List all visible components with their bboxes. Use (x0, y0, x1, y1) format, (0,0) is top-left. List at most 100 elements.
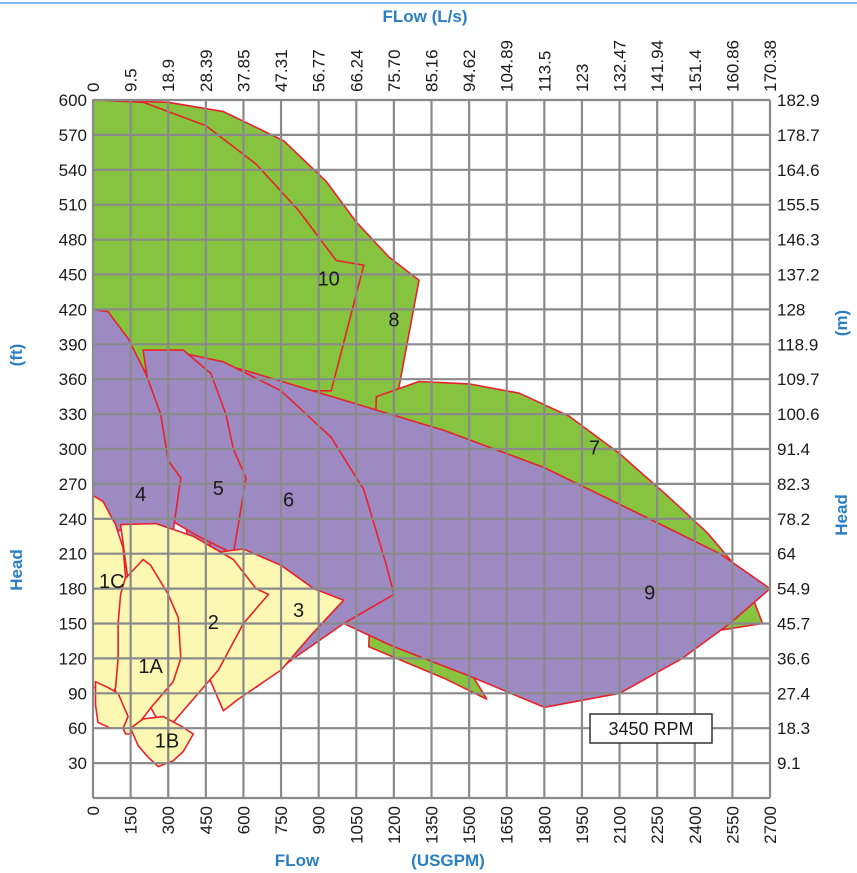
top-tick-label: 9.5 (122, 68, 141, 92)
left-tick-label: 540 (59, 161, 87, 180)
top-tick-label: 94.62 (460, 49, 479, 92)
bottom-axis-unit: (USGPM) (411, 851, 485, 870)
top-tick-label: 113.5 (535, 51, 554, 92)
left-tick-label: 210 (59, 545, 87, 564)
rpm-annotation: 3450 RPM (589, 713, 713, 744)
bottom-tick-label: 900 (310, 806, 329, 834)
left-tick-label: 390 (59, 335, 87, 354)
top-tick-label: 151.4 (686, 49, 705, 92)
left-tick-label: 180 (59, 580, 87, 599)
right-tick-label: 78.2 (777, 510, 810, 529)
zone-label-2: 2 (208, 612, 219, 634)
left-axis-title: Head (7, 549, 26, 591)
bottom-tick-label: 2100 (611, 806, 630, 844)
left-tick-label: 270 (59, 475, 87, 494)
bottom-tick-label: 150 (122, 806, 141, 834)
right-tick-label: 91.4 (777, 440, 810, 459)
bottom-tick-label: 1050 (347, 806, 366, 844)
top-tick-label: 37.85 (234, 49, 253, 92)
zone-label-3: 3 (293, 600, 304, 622)
bottom-tick-label: 1800 (535, 806, 554, 844)
left-tick-label: 90 (68, 684, 87, 703)
top-tick-label: 0 (84, 83, 103, 92)
top-tick-label: 123 (573, 64, 592, 92)
left-tick-label: 360 (59, 370, 87, 389)
grid-layer (91, 98, 772, 800)
bottom-tick-label: 2550 (723, 806, 742, 844)
bottom-tick-label: 1650 (498, 806, 517, 844)
top-tick-label: 47.31 (272, 49, 291, 92)
right-tick-label: 9.1 (777, 754, 801, 773)
bottom-tick-label: 1950 (573, 806, 592, 844)
bottom-axis-title: FLow (275, 851, 320, 870)
right-tick-label: 100.6 (777, 405, 820, 424)
left-tick-label: 450 (59, 266, 87, 285)
left-tick-label: 480 (59, 231, 87, 250)
left-tick-label: 150 (59, 615, 87, 634)
zone-label-1b: 1B (155, 730, 179, 752)
top-tick-label: 18.9 (159, 59, 178, 92)
right-tick-label: 155.5 (777, 196, 820, 215)
zone-label-10: 10 (318, 269, 340, 291)
right-tick-label: 27.4 (777, 684, 810, 703)
left-tick-label: 510 (59, 196, 87, 215)
right-tick-label: 137.2 (777, 266, 820, 285)
left-tick-label: 330 (59, 405, 87, 424)
right-tick-label: 128 (777, 300, 805, 319)
right-tick-label: 82.3 (777, 475, 810, 494)
left-tick-label: 420 (59, 300, 87, 319)
zone-label-8: 8 (388, 309, 399, 331)
right-tick-label: 36.6 (777, 649, 810, 668)
right-axis-title: Head (832, 494, 851, 536)
left-tick-label: 120 (59, 649, 87, 668)
zone-label-4: 4 (135, 484, 146, 506)
left-tick-label: 240 (59, 510, 87, 529)
zone-label-9: 9 (644, 583, 655, 605)
top-tick-label: 56.77 (310, 49, 329, 92)
rpm-annotation-text: 3450 RPM (608, 719, 693, 739)
left-axis-unit: (ft) (7, 344, 26, 367)
left-tick-label: 30 (68, 754, 87, 773)
bottom-tick-label: 1200 (385, 806, 404, 844)
zone-label-1a: 1A (138, 656, 163, 678)
left-tick-label: 60 (68, 719, 87, 738)
right-tick-label: 45.7 (777, 615, 810, 634)
top-tick-label: 104.89 (498, 40, 517, 92)
top-tick-label: 75.70 (385, 49, 404, 92)
right-tick-label: 54.9 (777, 580, 810, 599)
top-axis-title: FLow (L/s) (383, 7, 468, 26)
left-tick-label: 300 (59, 440, 87, 459)
zone-label-7: 7 (589, 437, 600, 459)
top-tick-label: 160.86 (723, 40, 742, 92)
bottom-tick-label: 2250 (648, 806, 667, 844)
ticks-layer: 0 150 300 450 600 750 900 1050 1200 1350 1500 1650 1… (59, 40, 820, 844)
top-tick-label: 66.24 (347, 49, 366, 92)
bottom-tick-label: 600 (234, 806, 253, 834)
right-tick-label: 109.7 (777, 370, 820, 389)
bottom-tick-label: 2700 (761, 806, 780, 844)
bottom-tick-label: 300 (159, 806, 178, 834)
right-tick-label: 146.3 (777, 231, 820, 250)
right-tick-label: 178.7 (777, 126, 820, 145)
right-axis-unit: (m) (832, 310, 851, 336)
top-tick-label: 85.16 (423, 49, 442, 92)
bottom-tick-label: 750 (272, 806, 291, 834)
left-tick-label: 600 (59, 91, 87, 110)
zone-label-1c: 1C (99, 571, 125, 593)
right-tick-label: 18.3 (777, 719, 810, 738)
zone-label-6: 6 (283, 490, 294, 512)
bottom-tick-label: 1500 (460, 806, 479, 844)
right-tick-label: 118.9 (777, 335, 818, 354)
zone-10 (92, 99, 365, 392)
right-tick-label: 182.9 (777, 91, 820, 110)
zone-labels-layer: 8 10 7 9 6 5 4 3 2 1A 1C 1B (99, 269, 655, 753)
bottom-tick-label: 2400 (686, 806, 705, 844)
left-tick-label: 570 (59, 126, 87, 145)
top-tick-label: 141.94 (648, 40, 667, 92)
top-tick-label: 28.39 (197, 49, 216, 92)
right-tick-label: 164.6 (777, 161, 820, 180)
bottom-tick-label: 1350 (423, 806, 442, 844)
top-tick-label: 132.47 (611, 40, 630, 92)
right-tick-label: 64 (777, 545, 796, 564)
